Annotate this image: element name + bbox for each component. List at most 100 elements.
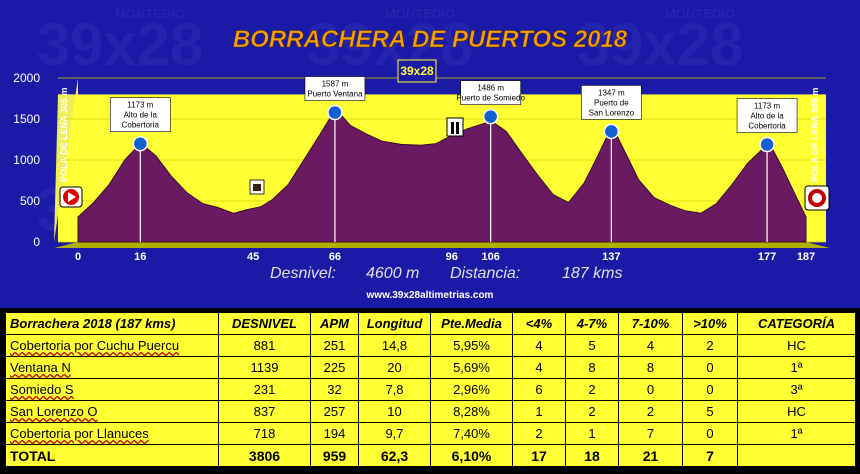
climb-label-text: 1173 m [127, 101, 153, 110]
climb-label-text: Alto de la [124, 111, 158, 120]
table-row: San Lorenzo O 837 257 10 8,28% 1 2 2 5 HC [5, 400, 856, 423]
table-cell: 225 [310, 356, 359, 379]
table-header-cell: 4-7% [565, 312, 619, 335]
climb-badge-icon [132, 135, 149, 152]
x-tick-label: 137 [602, 251, 620, 263]
x-tick-label: 45 [247, 251, 259, 263]
table-cell: 3ª [737, 378, 856, 401]
table-cell: 8 [565, 356, 619, 379]
table-header-cell: CATEGORÍA [737, 312, 856, 335]
table-header-cell: Borrachera 2018 (187 kms) [5, 312, 219, 335]
x-tick-label: 66 [329, 251, 341, 263]
table-cell: 718 [218, 422, 311, 445]
watermark-text: MONTEDIO [385, 6, 455, 21]
logo-text: 39x28 [400, 64, 434, 78]
tunnel-icon [446, 117, 464, 137]
table-header-cell: Longitud [358, 312, 431, 335]
x-tick-label: 177 [758, 251, 776, 263]
climb-name-cell: San Lorenzo O [5, 400, 219, 423]
table-cell: 0 [682, 356, 738, 379]
finish-icon [804, 185, 830, 211]
start-icon [59, 186, 83, 208]
table-cell: 837 [218, 400, 311, 423]
climb-label-text: Alto de la [750, 112, 784, 121]
table-cell: 20 [358, 356, 431, 379]
table-cell: 4 [512, 334, 566, 357]
table-cell: 21 [618, 444, 683, 467]
climb-name-cell: Cobertoria por Llanuces [5, 422, 219, 445]
climb-label-text: 1173 m [754, 102, 780, 111]
table-cell: 2 [565, 400, 619, 423]
table-cell: 17 [512, 444, 566, 467]
table-header-cell: DESNIVEL [218, 312, 311, 335]
watermark-logo: 39x28 [37, 11, 204, 78]
climb-label-text: Puerto Ventana [307, 90, 363, 99]
y-tick-label: 0 [33, 235, 40, 249]
table-cell: 10 [358, 400, 431, 423]
coffee-icon [249, 179, 265, 195]
table-cell: 6 [512, 378, 566, 401]
climb-name-cell: Cobertoria por Cuchu Puercu [5, 334, 219, 357]
band-floor [54, 242, 830, 248]
x-tick-label: 16 [134, 251, 146, 263]
table-cell: 959 [310, 444, 359, 467]
table-cell: 2 [565, 378, 619, 401]
table-cell: 0 [682, 378, 738, 401]
table-cell: 8 [618, 356, 683, 379]
climb-label-text: 1486 m [477, 84, 504, 93]
x-tick-label: 187 [797, 251, 815, 263]
climb-name-cell: Ventana N [5, 356, 219, 379]
table-cell: 2 [618, 400, 683, 423]
watermark-text: MONTEDIO [665, 6, 735, 21]
table-cell [737, 444, 856, 467]
climb-label-box [304, 76, 366, 101]
climb-name-cell: Somiedo S [5, 378, 219, 401]
table-cell: 2 [512, 422, 566, 445]
watermark-logo: 39x28 [307, 11, 474, 78]
climb-label-text: 1587 m [322, 80, 349, 89]
table-cell: 7 [618, 422, 683, 445]
climb-name-cell: TOTAL [5, 444, 219, 467]
x-tick-label: 0 [75, 251, 81, 263]
table-cell: 7,8 [358, 378, 431, 401]
table-cell: 5 [682, 400, 738, 423]
table-row: Somiedo S 231 32 7,8 2,96% 6 2 0 0 3ª [5, 378, 856, 401]
y-tick-label: 2000 [13, 71, 40, 85]
altimetry-chart: 39x2839x2839x2839x2839x2839x28MONTEDIOMO… [0, 0, 860, 308]
table-cell: HC [737, 400, 856, 423]
table-header-cell: 7-10% [618, 312, 683, 335]
x-tick-label: 106 [481, 251, 499, 263]
table-cell: 62,3 [358, 444, 431, 467]
summary: Desnivel: 4600 m Distancia: 187 kms [270, 265, 622, 282]
table-cell: 18 [565, 444, 619, 467]
table-header-cell: APM [310, 312, 359, 335]
climb-badge-icon [327, 104, 343, 121]
climb-label-text: Cobertoria [748, 122, 786, 131]
desnivel-label: Desnivel: [270, 265, 336, 282]
website-url: www.39x28altimetrias.com [366, 290, 494, 301]
table-cell: 4 [618, 334, 683, 357]
watermark-logo: 39x28 [577, 11, 744, 78]
table-cell: 3806 [218, 444, 311, 467]
climb-label-box [109, 97, 171, 132]
table-cell: 6,10% [430, 444, 513, 467]
climb-label-text: Puerto de Somiedo [456, 94, 525, 103]
climb-label-text: Puerto de [594, 98, 629, 107]
chart-title: BORRACHERA DE PUERTOS 2018 [233, 26, 628, 53]
y-tick-label: 1000 [13, 153, 40, 167]
table-cell: 251 [310, 334, 359, 357]
table-cell: 0 [682, 422, 738, 445]
climb-label-box [460, 80, 521, 105]
table-cell: 2,96% [430, 378, 513, 401]
table-cell: 1ª [737, 356, 856, 379]
table-cell: 1 [565, 422, 619, 445]
table-total-row: TOTAL 3806 959 62,3 6,10% 17 18 21 7 [5, 444, 856, 467]
climb-badge-icon [603, 123, 620, 140]
x-tick-label: 96 [446, 251, 458, 263]
climb-label-box [581, 85, 642, 120]
climb-badge-icon [482, 108, 499, 125]
table-cell: 194 [310, 422, 359, 445]
table-cell: 32 [310, 378, 359, 401]
table-cell: 2 [682, 334, 738, 357]
